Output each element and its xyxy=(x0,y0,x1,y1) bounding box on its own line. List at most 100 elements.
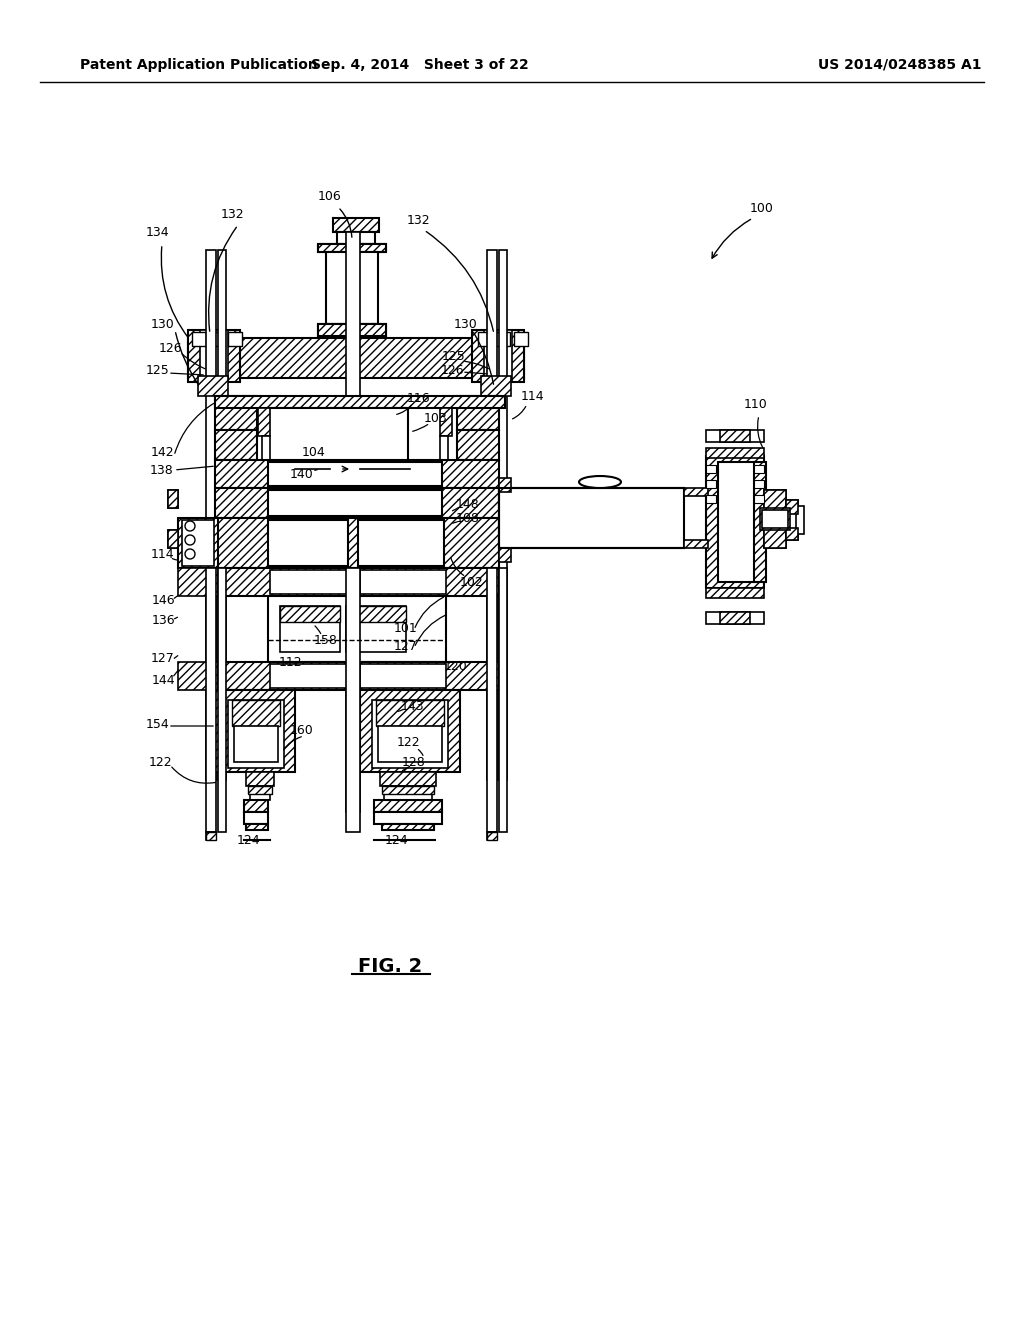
Bar xyxy=(720,430,750,442)
Bar xyxy=(215,396,257,430)
Text: 103: 103 xyxy=(424,412,447,425)
Text: 116: 116 xyxy=(407,392,430,404)
Bar xyxy=(706,447,764,458)
Text: 132: 132 xyxy=(220,207,244,220)
Bar xyxy=(218,568,226,832)
Bar xyxy=(215,690,295,772)
Bar xyxy=(258,408,270,436)
Bar xyxy=(234,726,278,762)
Bar xyxy=(206,832,216,840)
Bar xyxy=(481,376,511,396)
Text: 125: 125 xyxy=(442,350,466,363)
Bar xyxy=(232,700,280,726)
Text: 101: 101 xyxy=(394,622,418,635)
Text: FIG. 2: FIG. 2 xyxy=(357,957,422,975)
Bar xyxy=(268,462,442,486)
Text: 160: 160 xyxy=(290,723,314,737)
Text: 126: 126 xyxy=(158,342,182,355)
Bar xyxy=(684,488,708,496)
Bar xyxy=(206,568,216,832)
Bar xyxy=(378,726,442,762)
Bar xyxy=(360,690,460,772)
Bar xyxy=(380,772,436,785)
Text: 127: 127 xyxy=(394,639,418,652)
Bar xyxy=(684,540,708,548)
Bar xyxy=(786,500,798,540)
Circle shape xyxy=(185,549,195,558)
Bar xyxy=(215,568,499,597)
Text: 106: 106 xyxy=(318,190,342,202)
Bar xyxy=(706,430,764,442)
Text: 132: 132 xyxy=(407,214,430,227)
Bar xyxy=(484,330,512,381)
Bar xyxy=(346,606,406,652)
Bar xyxy=(346,232,360,812)
Bar xyxy=(358,520,444,566)
Bar xyxy=(754,495,764,503)
Text: 114: 114 xyxy=(520,389,544,403)
Bar xyxy=(499,548,511,562)
Bar xyxy=(346,606,406,622)
Bar xyxy=(346,568,360,832)
Bar xyxy=(440,436,449,470)
Bar xyxy=(706,465,716,473)
Bar xyxy=(228,700,284,768)
Bar xyxy=(337,232,375,244)
Bar xyxy=(440,408,452,436)
Text: 144: 144 xyxy=(152,673,175,686)
Bar xyxy=(280,606,340,652)
Bar xyxy=(360,664,446,688)
Text: 138: 138 xyxy=(151,463,174,477)
Text: Patent Application Publication: Patent Application Publication xyxy=(80,58,317,73)
Bar xyxy=(382,824,434,830)
Bar xyxy=(188,330,240,381)
Bar xyxy=(268,490,442,516)
Bar xyxy=(384,785,432,800)
Bar xyxy=(499,568,507,832)
Bar xyxy=(246,772,274,785)
Text: 148: 148 xyxy=(456,498,480,511)
Bar xyxy=(333,218,379,232)
Bar xyxy=(764,490,786,548)
Bar xyxy=(244,800,268,812)
Bar xyxy=(178,568,218,597)
Bar xyxy=(206,832,216,840)
Bar xyxy=(796,506,804,535)
Text: 114: 114 xyxy=(151,548,174,561)
Text: 140: 140 xyxy=(290,467,314,480)
Bar xyxy=(178,517,218,568)
Bar xyxy=(754,465,764,473)
Bar xyxy=(168,531,178,548)
Bar xyxy=(706,455,764,587)
Text: 112: 112 xyxy=(279,656,302,668)
Bar xyxy=(718,462,756,582)
Bar xyxy=(754,480,764,488)
Bar xyxy=(457,396,499,430)
Bar xyxy=(318,244,386,252)
Text: 143: 143 xyxy=(400,700,424,713)
Bar xyxy=(218,249,226,780)
Text: 104: 104 xyxy=(302,446,326,458)
Bar xyxy=(487,832,497,840)
Bar xyxy=(478,333,492,346)
Bar xyxy=(706,612,764,624)
Bar xyxy=(720,612,750,624)
Bar xyxy=(244,812,268,824)
Bar xyxy=(376,700,444,726)
Text: 127: 127 xyxy=(152,652,175,664)
Bar xyxy=(228,333,242,346)
Bar xyxy=(246,824,268,830)
Text: 158: 158 xyxy=(314,634,338,647)
Bar xyxy=(754,462,766,582)
Bar xyxy=(514,333,528,346)
Text: 122: 122 xyxy=(396,735,420,748)
Text: 100: 100 xyxy=(750,202,774,214)
Bar xyxy=(487,249,497,780)
Bar xyxy=(499,478,511,492)
Bar xyxy=(382,785,434,795)
Bar xyxy=(764,525,786,548)
Text: 122: 122 xyxy=(148,755,172,768)
Text: 134: 134 xyxy=(145,226,169,239)
Bar xyxy=(215,459,499,488)
Bar xyxy=(760,508,790,531)
